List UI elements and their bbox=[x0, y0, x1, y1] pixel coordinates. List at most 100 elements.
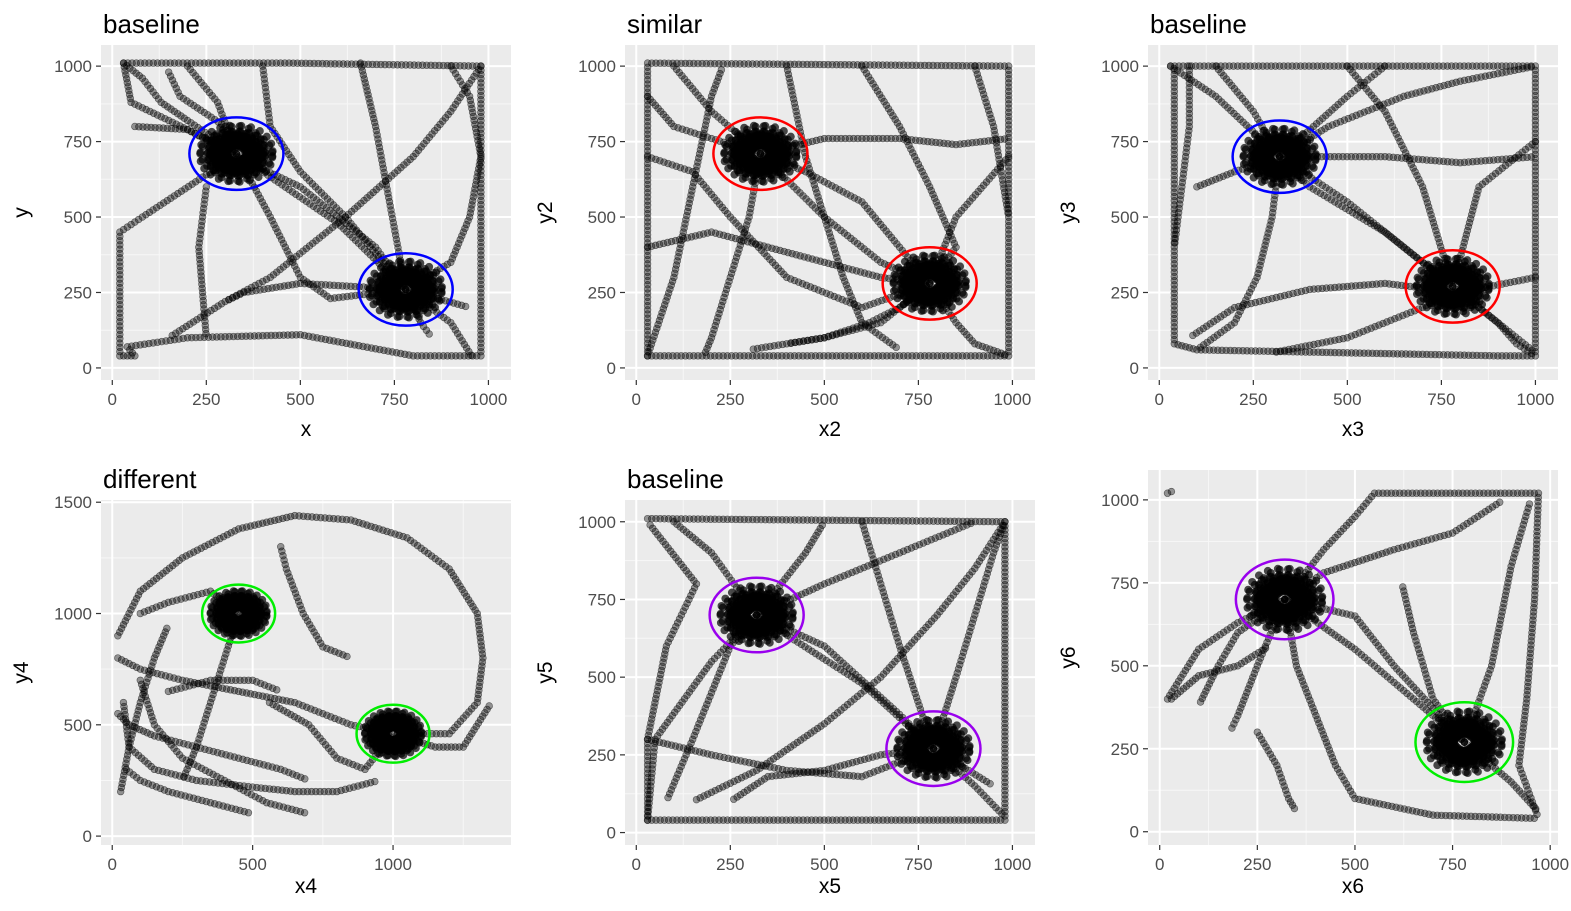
data-point bbox=[1004, 125, 1013, 133]
data-point bbox=[942, 280, 951, 289]
data-point bbox=[652, 59, 660, 67]
data-point bbox=[749, 345, 758, 353]
data-point bbox=[792, 152, 801, 161]
data-point bbox=[1464, 351, 1473, 359]
data-point bbox=[664, 289, 673, 297]
data-point bbox=[1215, 174, 1224, 182]
data-point bbox=[723, 60, 732, 68]
data-point bbox=[1004, 234, 1013, 242]
data-point bbox=[964, 139, 972, 147]
data-point bbox=[1185, 105, 1194, 113]
data-point bbox=[904, 61, 912, 69]
data-point bbox=[660, 158, 668, 166]
data-point bbox=[1227, 106, 1235, 115]
data-point bbox=[849, 324, 857, 332]
data-point bbox=[168, 118, 177, 126]
data-point bbox=[920, 352, 929, 360]
data-point bbox=[1170, 142, 1179, 150]
data-point bbox=[1318, 348, 1326, 357]
data-point bbox=[643, 84, 652, 92]
data-point bbox=[1531, 242, 1540, 251]
data-point bbox=[878, 94, 886, 102]
data-point bbox=[1196, 181, 1205, 190]
data-point bbox=[377, 60, 385, 69]
data-point bbox=[335, 60, 343, 68]
data-point bbox=[116, 275, 124, 283]
data-point bbox=[460, 62, 468, 70]
data-point bbox=[889, 112, 897, 120]
data-point bbox=[1469, 351, 1477, 360]
data-point bbox=[1171, 239, 1179, 247]
data-point bbox=[443, 352, 452, 360]
data-point bbox=[1400, 145, 1408, 153]
data-point bbox=[152, 203, 161, 212]
data-point bbox=[790, 60, 799, 69]
data-point bbox=[1170, 323, 1179, 331]
data-point bbox=[477, 314, 485, 322]
data-point bbox=[1347, 349, 1356, 357]
data-point bbox=[950, 239, 959, 248]
data-point bbox=[709, 330, 717, 338]
data-point bbox=[1349, 209, 1357, 217]
data-point bbox=[477, 318, 485, 326]
data-point bbox=[1179, 62, 1187, 70]
data-point bbox=[912, 352, 920, 360]
data-point bbox=[1004, 83, 1013, 91]
data-point bbox=[1456, 62, 1464, 70]
data-point bbox=[272, 224, 280, 233]
data-point bbox=[1531, 188, 1540, 196]
data-point bbox=[1170, 176, 1179, 184]
data-point bbox=[116, 283, 124, 292]
data-point bbox=[643, 310, 652, 318]
data-point bbox=[1343, 152, 1351, 161]
data-point bbox=[947, 232, 955, 240]
data-point bbox=[256, 194, 265, 203]
data-point bbox=[158, 59, 166, 67]
data-point bbox=[680, 165, 689, 173]
data-point bbox=[710, 325, 718, 334]
data-point bbox=[1493, 62, 1502, 70]
data-point bbox=[832, 352, 841, 360]
data-point bbox=[1464, 62, 1473, 70]
data-point bbox=[920, 171, 928, 180]
data-point bbox=[199, 292, 207, 301]
data-point bbox=[850, 194, 859, 202]
y-tick-label: 500 bbox=[1111, 208, 1139, 227]
data-point bbox=[191, 178, 200, 186]
data-point bbox=[275, 331, 284, 339]
data-point bbox=[1431, 350, 1439, 359]
data-point bbox=[963, 331, 971, 339]
data-point bbox=[643, 155, 652, 163]
data-point bbox=[1004, 179, 1013, 188]
data-point bbox=[477, 213, 485, 221]
data-point bbox=[1531, 310, 1540, 318]
data-point bbox=[1515, 352, 1523, 360]
data-point bbox=[477, 322, 485, 331]
data-point bbox=[925, 352, 933, 360]
data-point bbox=[1242, 62, 1250, 70]
data-point bbox=[904, 352, 912, 360]
data-point bbox=[179, 324, 187, 333]
data-point bbox=[1326, 348, 1335, 357]
data-point bbox=[1170, 289, 1179, 298]
data-point bbox=[1494, 352, 1502, 360]
data-point bbox=[879, 352, 887, 360]
data-point bbox=[259, 332, 267, 340]
data-point bbox=[119, 225, 128, 234]
data-point bbox=[477, 100, 485, 108]
data-point bbox=[647, 154, 656, 162]
data-point bbox=[1531, 251, 1540, 259]
data-point bbox=[116, 305, 124, 313]
data-point bbox=[426, 352, 435, 360]
data-point bbox=[1253, 273, 1261, 282]
data-point bbox=[1447, 62, 1456, 70]
data-point bbox=[1187, 62, 1196, 70]
data-point bbox=[1531, 75, 1540, 83]
data-point bbox=[1368, 280, 1377, 289]
data-point bbox=[268, 217, 276, 225]
data-point bbox=[839, 188, 847, 196]
data-point bbox=[716, 305, 724, 314]
data-point bbox=[477, 289, 485, 297]
data-point bbox=[1524, 347, 1532, 355]
data-point bbox=[884, 105, 893, 113]
